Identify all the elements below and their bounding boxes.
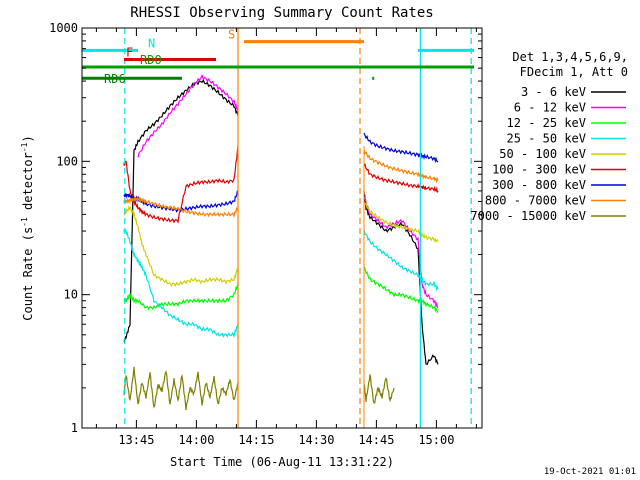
y-tick-label-1: 1 bbox=[71, 421, 78, 435]
legend-label-50-100-kev: 50 - 100 keV bbox=[499, 147, 586, 161]
series-line-3-6-kev-1 bbox=[123, 78, 239, 344]
legend-label-12-25-kev: 12 - 25 keV bbox=[507, 116, 586, 130]
flag-label-rd6: RD6 bbox=[104, 72, 126, 86]
series-line-25-50-kev-2 bbox=[363, 229, 439, 292]
legend-label-7000-15000-kev: 7000 - 15000 keV bbox=[470, 209, 586, 223]
series-line-7000-15000-kev-1 bbox=[123, 366, 239, 411]
series-line-100-300-kev-2 bbox=[363, 163, 439, 194]
y-tick-label-4: 1000 bbox=[49, 21, 78, 35]
plot-frame bbox=[81, 27, 483, 429]
axis-ticks: 13:45 14:00 14:15 14:30 14:45 15:00 1 10 100 1000 bbox=[49, 21, 482, 447]
series-line-3-6-kev-2 bbox=[363, 190, 439, 366]
legend-label-300-800-kev: 300 - 800 keV bbox=[492, 178, 586, 192]
flag-label-f: F bbox=[126, 46, 133, 60]
y-tick-label-3: 100 bbox=[56, 154, 78, 168]
x-axis-label: Start Time (06-Aug-11 13:31:22) bbox=[170, 455, 394, 469]
legend-label-800-7000-kev: 800 - 7000 keV bbox=[485, 194, 586, 208]
x-tick-label-5: 14:45 bbox=[358, 433, 394, 447]
flag-label-s: S bbox=[228, 28, 235, 42]
x-tick-label-3: 14:15 bbox=[238, 433, 274, 447]
legend-label-3-6-kev: 3 - 6 keV bbox=[521, 85, 586, 99]
x-tick-label-2: 14:00 bbox=[178, 433, 214, 447]
series-line-800-7000-kev-2 bbox=[363, 149, 439, 184]
y-axis-label: Count Rate (s-1 detector-1) bbox=[20, 135, 35, 320]
x-tick-label-4: 14:30 bbox=[298, 433, 334, 447]
series-line-12-25-kev-2 bbox=[363, 266, 439, 314]
x-tick-label-1: 13:45 bbox=[118, 433, 154, 447]
legend-label-6-12-kev: 6 - 12 keV bbox=[514, 101, 586, 115]
series-line-12-25-kev-1 bbox=[123, 283, 239, 311]
series-line-300-800-kev-2 bbox=[363, 132, 439, 164]
flag-label-rdo: RDO bbox=[140, 53, 162, 67]
series-curves bbox=[123, 73, 439, 428]
series-line-25-50-kev-1 bbox=[123, 228, 239, 339]
flag-bars: N F RDO RD6 S bbox=[82, 28, 474, 86]
legend-label-100-300-kev: 100 - 300 keV bbox=[492, 163, 586, 177]
series-line-800-7000-kev-1 bbox=[123, 195, 239, 218]
footer-date: 19-Oct-2021 01:01 bbox=[544, 467, 636, 477]
legend-header-1: Det 1,3,4,5,6,9, bbox=[512, 50, 628, 64]
legend-label-25-50-kev: 25 - 50 keV bbox=[507, 132, 586, 146]
legend-header-2: FDecim 1, Att 0 bbox=[520, 65, 628, 79]
series-line-7000-15000-kev-2 bbox=[363, 374, 395, 404]
series-line-50-100-kev-2 bbox=[363, 201, 439, 244]
flag-label-n: N bbox=[148, 36, 155, 50]
series-line-6-12-kev-1 bbox=[137, 73, 239, 158]
y-tick-label-2: 10 bbox=[64, 288, 78, 302]
series-line-6-12-kev-2 bbox=[363, 196, 439, 309]
chart-title: RHESSI Observing Summary Count Rates bbox=[130, 5, 433, 21]
flag-dot bbox=[372, 76, 375, 80]
legend: Det 1,3,4,5,6,9, FDecim 1, Att 0 3 - 6 k… bbox=[470, 50, 628, 223]
x-tick-label-6: 15:00 bbox=[418, 433, 454, 447]
series-line-50-100-kev-1 bbox=[123, 204, 239, 288]
time-markers bbox=[124, 28, 472, 428]
